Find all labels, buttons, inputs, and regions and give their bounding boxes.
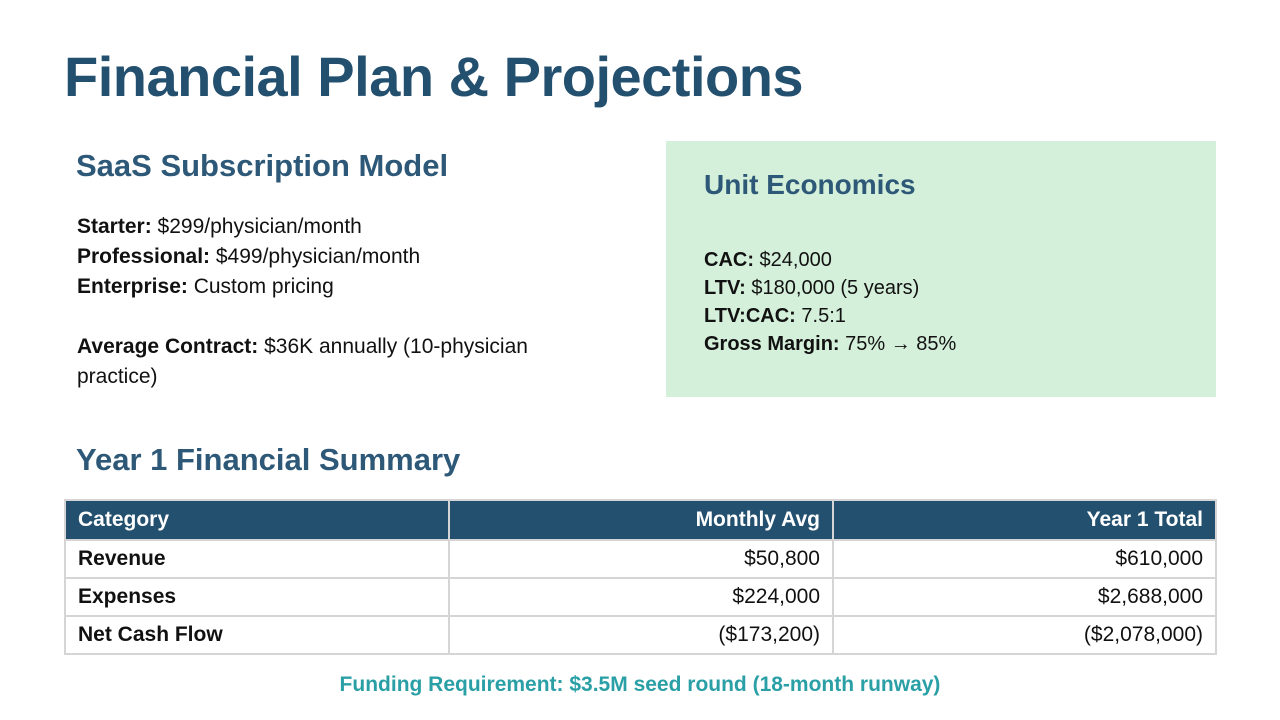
metric-cac: CAC: $24,000 [704, 246, 956, 274]
monthly-avg-cell: ($173,200) [448, 615, 834, 655]
tier-label: Enterprise: [77, 275, 188, 298]
saas-model-heading: SaaS Subscription Model [76, 148, 449, 183]
average-contract-value: $36K annually (10-physician practice) [77, 335, 528, 388]
metric-value: $180,000 (5 years) [745, 277, 920, 299]
category-cell: Revenue [64, 539, 450, 579]
financial-summary-table: Category Monthly Avg Year 1 Total Revenu… [64, 499, 1217, 655]
metric-value: 7.5:1 [795, 305, 846, 327]
table-row: Expenses $224,000 $2,688,000 [64, 577, 1217, 617]
unit-economics-heading: Unit Economics [704, 169, 916, 200]
pricing-list: Starter: $299/physician/month Profession… [77, 212, 637, 392]
metric-ltv: LTV: $180,000 (5 years) [704, 274, 956, 302]
unit-economics-panel: Unit Economics CAC: $24,000 LTV: $180,00… [666, 141, 1216, 397]
metric-ltv-cac: LTV:CAC: 7.5:1 [704, 302, 956, 330]
table-row: Revenue $50,800 $610,000 [64, 539, 1217, 579]
column-header-category: Category [64, 499, 450, 541]
year1-total-cell: $610,000 [832, 539, 1217, 579]
metric-label: CAC: [704, 249, 754, 271]
metric-value: 75% → 85% [839, 333, 957, 355]
column-header-monthly-avg: Monthly Avg [448, 499, 834, 541]
pricing-tier-starter: Starter: $299/physician/month [77, 212, 637, 242]
tier-value: Custom pricing [187, 275, 334, 298]
monthly-avg-cell: $50,800 [448, 539, 834, 579]
category-cell: Net Cash Flow [64, 615, 450, 655]
average-contract: Average Contract: $36K annually (10-phys… [77, 332, 567, 392]
pricing-tier-enterprise: Enterprise: Custom pricing [77, 272, 637, 302]
metric-label: Gross Margin: [704, 333, 840, 355]
tier-value: $299/physician/month [151, 215, 362, 238]
metric-gross-margin: Gross Margin: 75% → 85% [704, 330, 956, 358]
unit-economics-metrics: CAC: $24,000 LTV: $180,000 (5 years) LTV… [704, 246, 956, 358]
year1-total-cell: ($2,078,000) [832, 615, 1217, 655]
metric-value: $24,000 [754, 249, 832, 271]
monthly-avg-cell: $224,000 [448, 577, 834, 617]
metric-label: LTV: [704, 277, 746, 299]
average-contract-label: Average Contract: [77, 335, 259, 358]
table-header-row: Category Monthly Avg Year 1 Total [64, 499, 1217, 541]
year1-total-cell: $2,688,000 [832, 577, 1217, 617]
category-cell: Expenses [64, 577, 450, 617]
summary-heading: Year 1 Financial Summary [76, 442, 461, 477]
tier-label: Professional: [77, 245, 211, 268]
tier-label: Starter: [77, 215, 152, 238]
metric-label: LTV:CAC: [704, 305, 796, 327]
spacer [77, 302, 637, 332]
funding-requirement: Funding Requirement: $3.5M seed round (1… [339, 673, 941, 696]
tier-value: $499/physician/month [210, 245, 421, 268]
table-row: Net Cash Flow ($173,200) ($2,078,000) [64, 615, 1217, 655]
column-header-year1-total: Year 1 Total [832, 499, 1217, 541]
pricing-tier-professional: Professional: $499/physician/month [77, 242, 637, 272]
slide-title: Financial Plan & Projections [64, 45, 804, 108]
